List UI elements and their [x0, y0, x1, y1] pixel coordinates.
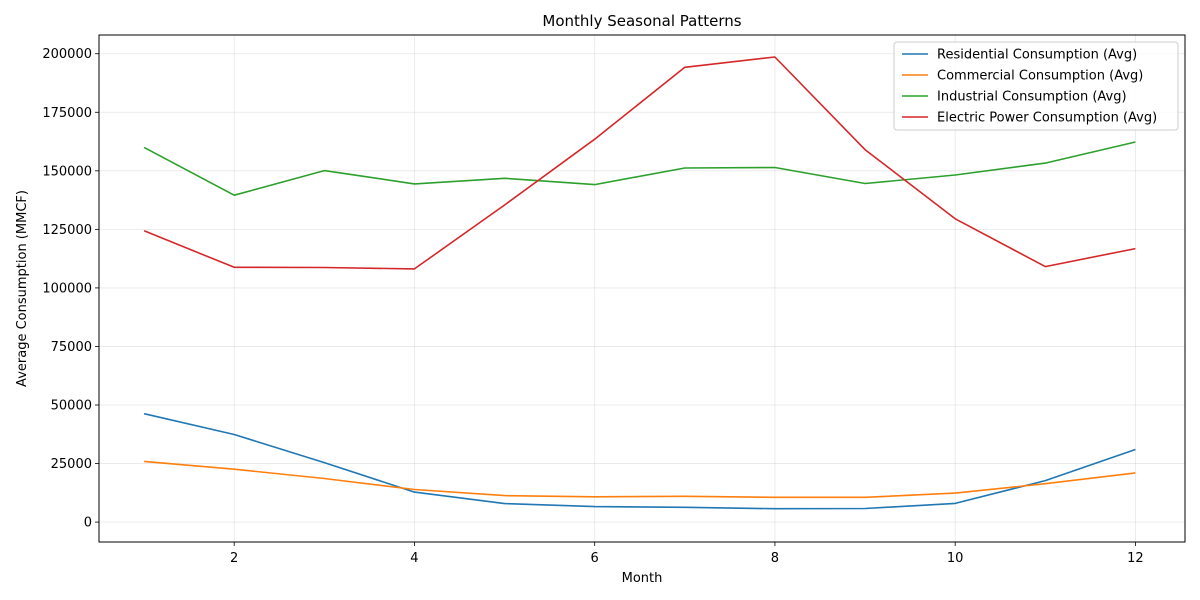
- x-tick-label: 12: [1127, 551, 1144, 566]
- y-tick-label: 200000: [42, 47, 92, 62]
- series-line-1: [144, 460, 1136, 499]
- axis-ticks: 2 4 6 8 10 12 0 25000 50000 75000 100000 125000 1500…: [42, 47, 1143, 566]
- y-tick-label: 125000: [42, 223, 92, 238]
- legend-label: Industrial Consumption (Avg): [937, 90, 1127, 105]
- y-tick-label: 25000: [51, 457, 92, 472]
- x-tick-label: 4: [410, 551, 418, 566]
- x-tick-label: 2: [230, 551, 238, 566]
- series-line-3: [143, 56, 1136, 270]
- y-axis-label: Average Consumption (MMCF): [15, 190, 30, 387]
- y-tick-label: 75000: [51, 340, 92, 355]
- y-tick-label: 50000: [51, 399, 92, 414]
- legend-label: Electric Power Consumption (Avg): [937, 111, 1157, 126]
- series-line-0: [143, 412, 1136, 510]
- y-tick-label: 175000: [42, 106, 92, 121]
- x-axis-label: Month: [622, 571, 663, 586]
- x-tick-label: 8: [771, 551, 779, 566]
- legend-box: [893, 41, 1179, 131]
- series-lines: [143, 56, 1136, 510]
- y-tick-label: 150000: [42, 164, 92, 179]
- legend-label: Residential Consumption (Avg): [937, 48, 1137, 63]
- legend-label: Commercial Consumption (Avg): [937, 69, 1143, 84]
- y-tick-label: 100000: [42, 281, 92, 296]
- chart-title: Monthly Seasonal Patterns: [542, 12, 741, 30]
- x-tick-label: 10: [947, 551, 964, 566]
- y-tick-label: 0: [84, 516, 92, 531]
- series-line-2: [143, 141, 1136, 196]
- plot-area-frame: [98, 34, 1186, 543]
- x-tick-label: 6: [591, 551, 599, 566]
- legend: Residential Consumption (Avg) Commercial …: [893, 41, 1179, 131]
